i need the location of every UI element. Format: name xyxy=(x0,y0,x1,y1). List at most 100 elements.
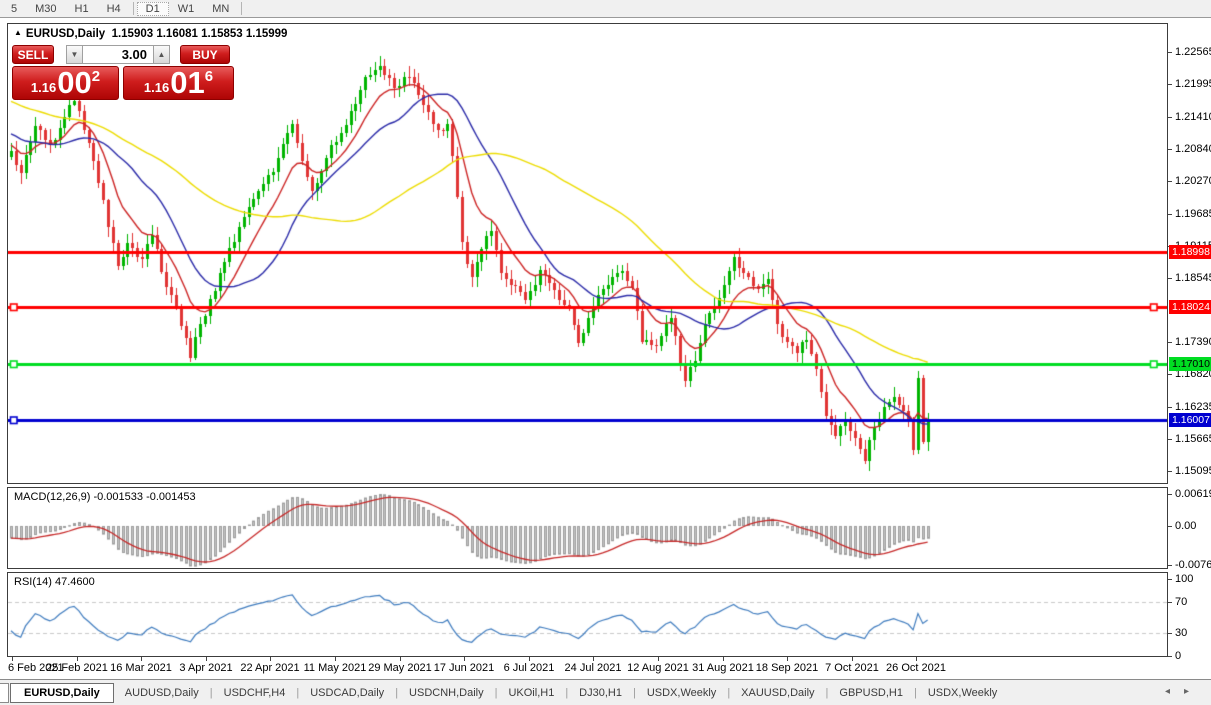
tab-separator: | xyxy=(494,686,498,699)
toolbar-separator xyxy=(132,2,134,15)
sell-price-sup: 2 xyxy=(91,68,101,85)
macd-axis-label: 0.00 xyxy=(1175,520,1197,532)
rsi-axis-label: 70 xyxy=(1175,595,1188,608)
price-axis-label: 1.16820 xyxy=(1175,368,1211,381)
price-axis-label: 1.19685 xyxy=(1175,207,1211,220)
tab-eurusd-daily[interactable]: EURUSD,Daily xyxy=(10,682,114,703)
rsi-canvas[interactable] xyxy=(8,573,1167,656)
timeframe-button-d1[interactable]: D1 xyxy=(136,1,169,16)
timeframe-button-w1[interactable]: W1 xyxy=(177,2,195,15)
tab-xauusd-daily[interactable]: XAUUSD,Daily xyxy=(741,686,815,699)
macd-label: MACD(12,26,9) -0.001533 -0.001453 xyxy=(14,491,196,503)
rsi-pane[interactable]: RSI(14) 47.4600 xyxy=(7,572,1168,657)
tab-separator: | xyxy=(565,686,569,699)
sell-price-button[interactable]: 1.16 00 2 xyxy=(12,66,119,100)
chart-symbol: EURUSD,Daily xyxy=(25,28,106,40)
time-axis-tick xyxy=(141,657,142,661)
time-axis-label: 6 Feb 2021 xyxy=(8,662,64,674)
axis-tick xyxy=(1168,342,1172,344)
time-axis-tick xyxy=(400,657,401,661)
price-axis-label: 1.15665 xyxy=(1175,433,1211,446)
axis-tick xyxy=(1168,407,1172,409)
tab-usdx-weekly[interactable]: USDX,Weekly xyxy=(927,686,998,699)
time-axis-tick xyxy=(206,657,207,661)
time-axis-label: 22 Apr 2021 xyxy=(240,662,300,674)
time-axis-label: 26 Oct 2021 xyxy=(886,662,946,674)
axis-tick xyxy=(1168,213,1172,215)
tab-ukoil-h1[interactable]: UKOil,H1 xyxy=(508,686,555,699)
tab-separator: | xyxy=(825,686,829,699)
axis-tick xyxy=(1168,83,1172,85)
tab-usdcnh-daily[interactable]: USDCNH,Daily xyxy=(409,686,484,699)
tab-audusd-daily[interactable]: AUDUSD,Daily xyxy=(124,686,199,699)
price-pane[interactable]: ▲ EURUSD,Daily 1.15903 1.16081 1.15853 1.… xyxy=(7,23,1168,484)
macd-canvas[interactable] xyxy=(8,488,1167,568)
macd-axis-label: -0.007621 xyxy=(1175,559,1211,572)
axis-tick xyxy=(1168,116,1172,118)
tab-usdchf-h4[interactable]: USDCHF,H4 xyxy=(223,686,286,699)
time-axis-label: 7 Oct 2021 xyxy=(825,662,879,674)
time-axis-label: 3 Apr 2021 xyxy=(179,662,233,674)
timeframe-button-mn[interactable]: MN xyxy=(212,2,230,15)
axis-tick xyxy=(1168,632,1172,634)
sell-price-big: 00 xyxy=(57,65,92,100)
time-axis-label: 18 Sep 2021 xyxy=(755,662,819,674)
tab-scroll-buttons[interactable]: ◂▸ xyxy=(1164,686,1203,697)
rsi-label: RSI(14) 47.4600 xyxy=(14,576,95,588)
volume-field-wrap xyxy=(83,45,153,64)
axis-tick xyxy=(1168,526,1172,527)
volume-input[interactable] xyxy=(83,46,153,63)
toolbar-separator xyxy=(241,2,243,15)
axis-tick xyxy=(1168,601,1172,603)
volume-up-button[interactable]: ▲ xyxy=(153,45,170,64)
sell-price-small: 1.16 xyxy=(30,80,57,95)
time-axis-tick xyxy=(658,657,659,661)
price-axis-label: 1.21410 xyxy=(1175,110,1211,123)
tab-usdcad-daily[interactable]: USDCAD,Daily xyxy=(310,686,385,699)
sell-button[interactable]: SELL xyxy=(12,45,54,64)
axis-tick xyxy=(1168,655,1172,657)
price-chart-canvas[interactable] xyxy=(8,24,1167,483)
time-axis-tick xyxy=(852,657,853,661)
price-axis-label: 1.22565 xyxy=(1175,46,1211,58)
axis-tick xyxy=(1168,52,1172,53)
time-axis-tick xyxy=(723,657,724,661)
price-axis-label: 1.15095 xyxy=(1175,465,1211,478)
time-axis-label: 6 Jul 2021 xyxy=(503,662,555,674)
tab-separator: | xyxy=(395,686,399,699)
collapse-arrow-icon[interactable]: ▲ xyxy=(14,28,22,37)
rsi-axis-label: 30 xyxy=(1175,626,1188,639)
chart-ohlc: 1.15903 1.16081 1.15853 1.15999 xyxy=(111,28,288,40)
time-axis-tick xyxy=(270,657,271,661)
buy-price-button[interactable]: 1.16 01 6 xyxy=(123,66,234,100)
time-axis-label: 25 Feb 2021 xyxy=(46,662,108,674)
time-axis-tick xyxy=(787,657,788,661)
axis-tick xyxy=(1168,180,1172,182)
tab-dj30-h1[interactable]: DJ30,H1 xyxy=(579,686,622,699)
volume-down-button[interactable]: ▼ xyxy=(66,45,83,64)
time-axis: 6 Feb 2021 25 Feb 2021 16 Mar 2021 3 Apr 20… xyxy=(7,657,1168,678)
time-axis-label: 24 Jul 2021 xyxy=(564,662,622,674)
axis-tick xyxy=(1168,471,1172,473)
axis-tick xyxy=(1168,579,1172,580)
price-axis-label: 1.20840 xyxy=(1175,142,1211,155)
tab-gbpusd-h1[interactable]: GBPUSD,H1 xyxy=(839,686,903,699)
timeframe-button-h4[interactable]: H4 xyxy=(106,2,121,15)
price-line-badge: 1.18998 xyxy=(1169,245,1211,260)
axis-tick xyxy=(1168,494,1172,496)
time-axis-label: 11 May 2021 xyxy=(303,662,367,674)
tabbar-left-cap xyxy=(0,682,9,703)
price-axis-label: 1.20270 xyxy=(1175,174,1211,187)
macd-pane[interactable]: MACD(12,26,9) -0.001533 -0.001453 xyxy=(7,487,1168,569)
buy-button[interactable]: BUY xyxy=(180,45,230,64)
price-line-badge: 1.18024 xyxy=(1169,299,1211,314)
time-axis-tick xyxy=(916,657,917,661)
tab-separator: | xyxy=(727,686,731,699)
timeframe-button-m30[interactable]: M30 xyxy=(35,2,57,15)
price-line-badge: 1.16007 xyxy=(1169,413,1211,428)
timeframe-button-h1[interactable]: H1 xyxy=(74,2,89,15)
time-axis-label: 29 May 2021 xyxy=(368,662,432,674)
tab-usdx-weekly[interactable]: USDX,Weekly xyxy=(646,686,717,699)
timeframe-button-5[interactable]: 5 xyxy=(11,2,18,15)
